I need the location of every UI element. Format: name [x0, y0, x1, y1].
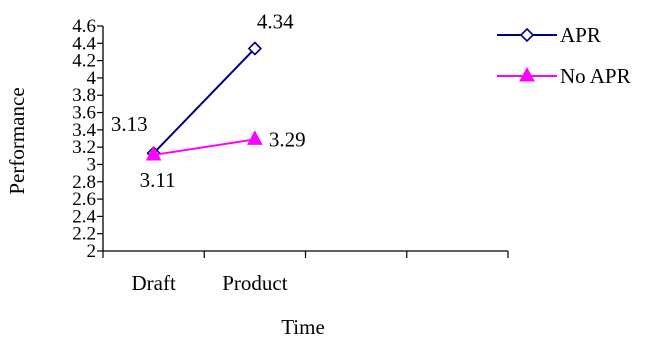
y-tick-label: 2.6: [72, 189, 96, 210]
x-axis-title: Time: [281, 315, 325, 339]
series-no-apr: 3.11 3.29: [140, 127, 306, 192]
series-layer: 3.13 4.34 3.11 3.29: [111, 10, 306, 192]
y-tick-label: 4.6: [72, 16, 96, 37]
y-tick-label: 3.2: [72, 137, 96, 158]
series-line: [153, 138, 256, 156]
y-tick-label: 4.2: [72, 51, 96, 72]
data-point-marker: [247, 130, 263, 145]
legend-item: APR: [497, 23, 601, 47]
y-tick-label: 3.6: [72, 103, 96, 124]
y-tick-label: 3.4: [72, 120, 96, 141]
y-axis-title: Performance: [5, 87, 29, 194]
legend-marker: [519, 27, 535, 43]
y-tick-label: 2: [87, 241, 97, 262]
series-apr: 3.13 4.34: [111, 10, 294, 161]
y-tick-label: 2.2: [72, 224, 96, 245]
legend-marker: [519, 66, 535, 82]
data-label: 4.34: [257, 10, 294, 34]
data-point-marker: [145, 145, 162, 161]
y-axis-ticks: 22.22.42.62.833.23.43.63.844.24.44.6: [72, 16, 103, 262]
legend: APR No APR: [497, 23, 631, 88]
y-tick-label: 3.8: [72, 85, 96, 106]
legend-label: APR: [560, 23, 601, 47]
y-tick-label: 2.8: [72, 172, 96, 193]
y-tick-label: 4.4: [72, 33, 96, 54]
x-axis-ticks: Draft Product: [102, 251, 509, 295]
legend-label: No APR: [560, 64, 631, 88]
x-tick-label: Product: [222, 271, 287, 295]
data-label: 3.11: [140, 168, 176, 192]
series-line: [152, 47, 256, 154]
y-tick-label: 3: [87, 154, 97, 175]
y-tick-label: 4: [87, 68, 97, 89]
data-label: 3.29: [269, 127, 306, 151]
data-point-marker: [247, 41, 263, 56]
data-label: 3.13: [111, 112, 148, 136]
legend-item: No APR: [497, 64, 631, 88]
y-tick-label: 2.4: [72, 206, 96, 227]
x-tick-label: Draft: [131, 271, 175, 295]
